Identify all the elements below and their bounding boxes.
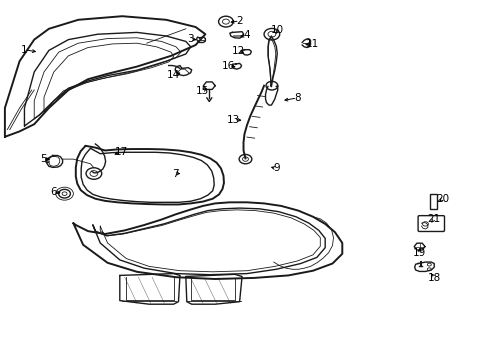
Text: 6: 6 <box>50 186 57 197</box>
FancyBboxPatch shape <box>429 194 436 209</box>
Text: 4: 4 <box>243 30 250 40</box>
Text: 15: 15 <box>196 86 209 96</box>
Circle shape <box>264 28 279 40</box>
Text: 8: 8 <box>293 93 300 103</box>
Text: 14: 14 <box>166 70 180 80</box>
Text: 18: 18 <box>427 273 440 283</box>
Circle shape <box>62 192 67 195</box>
Circle shape <box>427 268 430 271</box>
Text: 17: 17 <box>114 147 128 157</box>
FancyBboxPatch shape <box>417 216 444 231</box>
Text: 21: 21 <box>427 214 440 224</box>
Text: 12: 12 <box>231 46 245 56</box>
Circle shape <box>267 31 275 37</box>
Circle shape <box>222 19 229 24</box>
Text: 5: 5 <box>40 154 46 164</box>
Circle shape <box>427 263 430 266</box>
Circle shape <box>86 168 102 179</box>
Text: 7: 7 <box>171 168 178 179</box>
Circle shape <box>265 81 277 90</box>
Text: 11: 11 <box>305 39 318 49</box>
Text: 19: 19 <box>412 248 426 258</box>
Circle shape <box>90 171 98 176</box>
Circle shape <box>218 16 233 27</box>
Text: 13: 13 <box>226 114 240 125</box>
Text: 1: 1 <box>21 45 28 55</box>
Text: 9: 9 <box>272 163 279 174</box>
Text: 10: 10 <box>271 24 284 35</box>
Text: 20: 20 <box>435 194 448 204</box>
Circle shape <box>242 157 248 161</box>
Text: 2: 2 <box>236 16 243 26</box>
Circle shape <box>422 222 427 226</box>
Text: 3: 3 <box>187 34 194 44</box>
Text: 16: 16 <box>222 60 235 71</box>
Circle shape <box>239 154 251 164</box>
Circle shape <box>59 189 70 198</box>
